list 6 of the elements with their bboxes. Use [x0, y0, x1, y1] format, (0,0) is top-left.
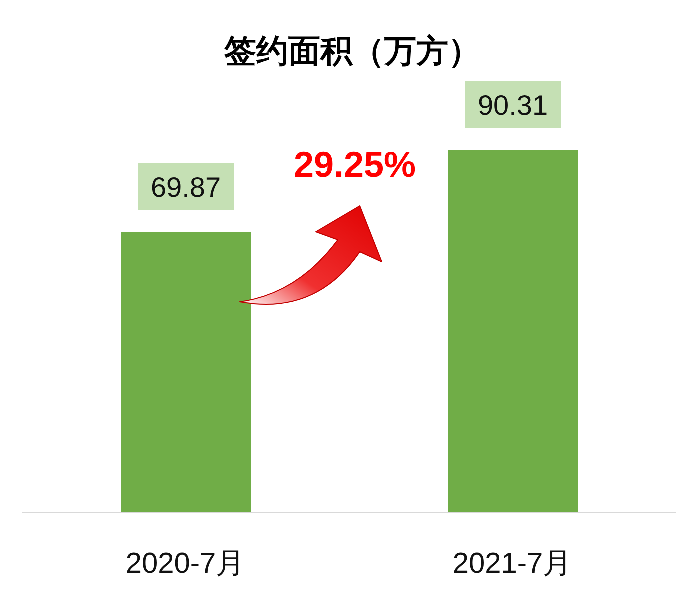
data-label: 69.87 [150, 172, 222, 204]
x-tick-label: 2020-7月 [126, 548, 246, 580]
data-label: 90.31 [478, 90, 548, 121]
annotation: 29.25% [292, 144, 418, 186]
chart-title: 签约面积（万方） [224, 32, 482, 71]
x-tick-label: 2021-7月 [452, 548, 572, 580]
